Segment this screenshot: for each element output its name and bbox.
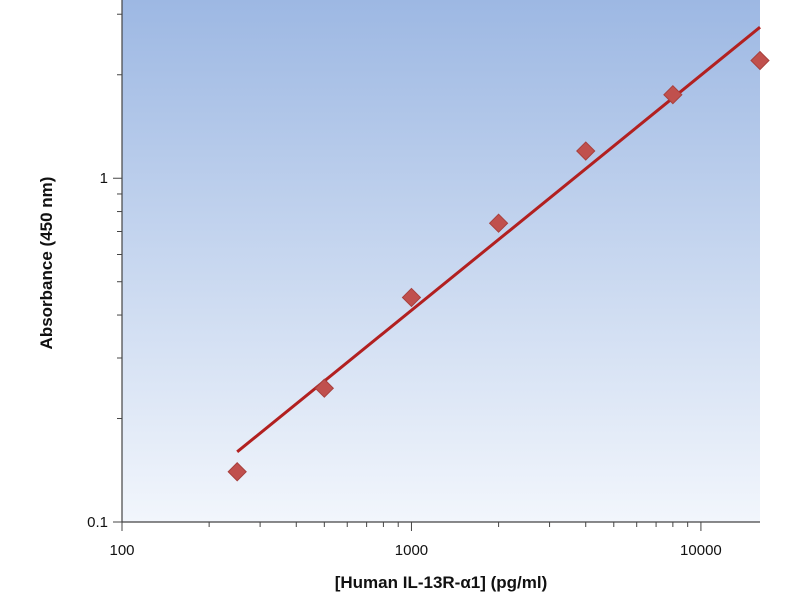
data-point — [663, 84, 683, 105]
x-tick-label: 1000 — [395, 542, 428, 559]
data-point — [227, 462, 247, 482]
x-tick-label: 10000 — [680, 542, 722, 559]
minor-ticks — [113, 13, 702, 531]
x-tick-label: 100 — [109, 542, 134, 559]
data-point — [750, 50, 770, 71]
y-tick-labels: 0.11 — [87, 170, 108, 531]
x-axis-title: [Human IL-13R-α1] (pg/ml) — [335, 573, 548, 592]
x-tick-labels: 100 1000 10000 — [109, 542, 721, 559]
data-point — [488, 213, 509, 233]
data-point — [401, 287, 422, 308]
y-tick-label: 0.1 — [87, 514, 108, 531]
y-tick-label: 1 — [100, 170, 108, 187]
data-point — [314, 378, 335, 398]
y-axis-title: Absorbance (450 nm) — [37, 177, 56, 350]
axes — [121, 0, 760, 523]
data-points — [227, 50, 770, 482]
plot-area — [122, 0, 760, 522]
data-point — [576, 141, 596, 161]
